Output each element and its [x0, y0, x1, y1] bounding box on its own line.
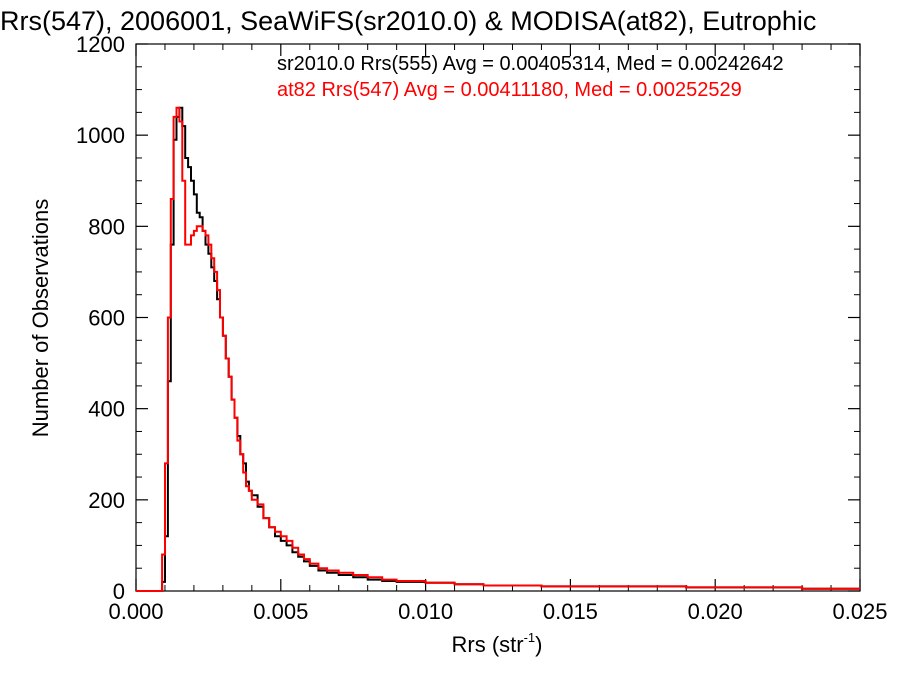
- y-tick-label: 600: [88, 306, 125, 331]
- y-tick-label: 1200: [76, 32, 125, 57]
- x-tick-label: 0.005: [253, 599, 308, 624]
- plot-frame: [135, 43, 861, 592]
- series-line-1: [136, 106, 860, 592]
- y-tick-label: 800: [88, 214, 125, 239]
- series-lines: [136, 106, 860, 592]
- x-axis-label-superscript: -1: [524, 630, 536, 645]
- legend-entry-sr2010: sr2010.0 Rrs(555) Avg = 0.00405314, Med …: [277, 53, 784, 75]
- axes: 0.000 0.005 0.010 0.015 0.020 0.025 0 200 400 600…: [76, 32, 887, 624]
- x-axis-label: Rrs (str-1): [452, 630, 543, 657]
- x-tick-label: 0.000: [108, 599, 163, 624]
- x-tick-label: 0.015: [543, 599, 598, 624]
- y-tick-label: 0: [113, 579, 125, 604]
- y-axis-label: Number of Observations: [28, 199, 53, 437]
- y-tick-label: 1000: [76, 123, 125, 148]
- x-tick-label: 0.025: [832, 599, 887, 624]
- legend: sr2010.0 Rrs(555) Avg = 0.00405314, Med …: [277, 53, 784, 101]
- y-tick-label: 200: [88, 488, 125, 513]
- x-axis-label-close: ): [535, 632, 542, 657]
- x-axis-label-main: Rrs (str: [452, 632, 524, 657]
- y-tick-label: 400: [88, 397, 125, 422]
- series-line-0: [136, 106, 860, 592]
- legend-entry-at82: at82 Rrs(547) Avg = 0.00411180, Med = 0.…: [277, 79, 742, 101]
- x-tick-label: 0.010: [398, 599, 453, 624]
- x-tick-label: 0.020: [688, 599, 743, 624]
- chart-title: Rrs(547), 2006001, SeaWiFS(sr2010.0) & M…: [0, 6, 816, 36]
